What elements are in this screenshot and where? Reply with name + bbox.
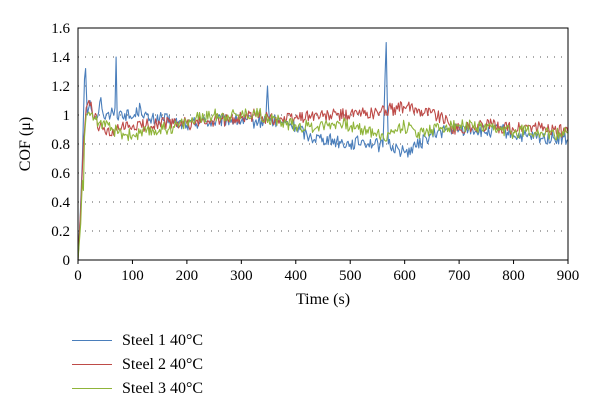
legend-item-steel-2: Steel 2 40°C: [72, 354, 292, 376]
gridlines: [78, 27, 568, 232]
y-tick-label: 1.4: [51, 50, 70, 66]
x-tick-label: 700: [448, 268, 471, 284]
legend-item-steel-3: Steel 3 40°C: [72, 378, 292, 400]
y-tick-label: 0.4: [51, 195, 70, 211]
y-tick-label: 1.2: [51, 79, 70, 95]
x-tick-label: 200: [176, 268, 199, 284]
y-tick-label: 0.8: [51, 137, 70, 153]
x-tick-label: 400: [285, 268, 308, 284]
y-tick-label: 1: [63, 108, 71, 124]
series-layer: [77, 41, 569, 261]
axes: [77, 27, 569, 261]
legend-swatch-steel-3: [72, 388, 112, 389]
y-tick-label: 0.2: [51, 224, 70, 240]
x-tick-label: 900: [557, 268, 580, 284]
y-axis-label: COF (μ): [17, 117, 34, 171]
x-tick-label: 300: [230, 268, 253, 284]
x-tick-label: 600: [393, 268, 416, 284]
x-axis-label: Time (s): [296, 291, 350, 308]
x-tick-label: 500: [339, 268, 362, 284]
legend-label-steel-1: Steel 1 40°C: [122, 332, 204, 349]
x-tick-label: 0: [74, 268, 82, 284]
x-tick-label: 800: [502, 268, 525, 284]
y-tick-label: 0.6: [51, 166, 70, 182]
plot-frame: [77, 27, 569, 261]
y-axis-ticks: 0 0.2 0.4 0.6 0.8 1 1.2 1.4 1.6: [51, 21, 70, 269]
y-tick-label: 1.6: [51, 21, 70, 37]
x-axis-ticks: 0 100 200 300 400 500 600 700 800 900: [74, 260, 579, 284]
legend-label-steel-3: Steel 3 40°C: [122, 380, 204, 397]
legend-item-steel-1: Steel 1 40°C: [72, 330, 292, 352]
series-line-steel-1: [77, 41, 569, 261]
series-line-steel-3: [77, 107, 569, 261]
legend-swatch-steel-2: [72, 364, 112, 365]
y-tick-label: 0: [63, 253, 71, 269]
legend-label-steel-2: Steel 2 40°C: [122, 356, 204, 373]
legend-swatch-steel-1: [72, 340, 112, 341]
x-tick-label: 100: [121, 268, 144, 284]
